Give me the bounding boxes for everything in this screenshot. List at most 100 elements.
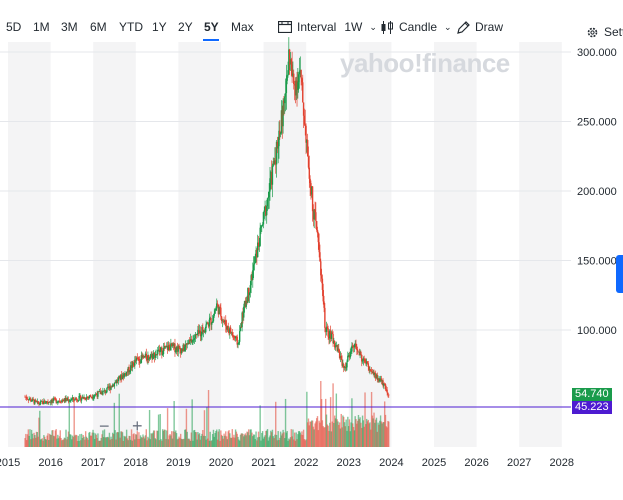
range-5y[interactable]: 5Y bbox=[204, 20, 219, 34]
volume-bar bbox=[51, 430, 53, 447]
volume-bar bbox=[36, 432, 39, 447]
candle-body bbox=[365, 361, 367, 364]
range-max[interactable]: Max bbox=[231, 20, 254, 34]
volume-bar bbox=[182, 439, 184, 447]
candle-body bbox=[151, 354, 153, 359]
candle-body bbox=[198, 329, 200, 334]
volume-bar bbox=[375, 417, 378, 447]
interval-dropdown[interactable]: Interval 1W ⌄ bbox=[278, 20, 377, 34]
candle-body bbox=[66, 399, 69, 401]
candle-body bbox=[344, 366, 347, 369]
candle-body bbox=[367, 363, 369, 368]
candle-body bbox=[161, 354, 164, 355]
candle-body bbox=[169, 346, 171, 351]
volume-bar bbox=[315, 418, 318, 447]
volume-bar bbox=[152, 432, 154, 447]
candle-body bbox=[311, 186, 314, 212]
zoom-in-button[interactable]: + bbox=[132, 416, 143, 436]
volume-bar bbox=[259, 405, 261, 447]
volume-bar bbox=[134, 439, 136, 447]
volume-bar bbox=[61, 440, 63, 447]
volume-bar bbox=[103, 429, 106, 447]
volume-bar bbox=[93, 432, 95, 447]
range-ytd[interactable]: YTD bbox=[119, 20, 143, 34]
candle-body bbox=[34, 399, 36, 404]
volume-bar bbox=[252, 434, 255, 447]
volume-bar bbox=[28, 435, 30, 447]
volume-bar bbox=[284, 438, 286, 447]
volume-bar bbox=[320, 399, 323, 447]
candle-body bbox=[36, 401, 39, 402]
volume-bar bbox=[46, 435, 48, 447]
candle-body bbox=[336, 345, 338, 352]
volume-bar bbox=[218, 429, 220, 447]
range-1y[interactable]: 1Y bbox=[152, 20, 167, 34]
candle-body bbox=[376, 374, 379, 380]
draw-button[interactable]: Draw bbox=[457, 20, 503, 34]
yahoo-finance-watermark: yahoo!finance bbox=[340, 48, 510, 78]
candle-body bbox=[192, 339, 194, 341]
volume-bar bbox=[81, 438, 84, 447]
candle-body bbox=[347, 355, 350, 356]
candle-body bbox=[269, 178, 271, 192]
candle-body bbox=[212, 315, 215, 322]
candle-body bbox=[370, 369, 372, 371]
x-tick-label: 2017 bbox=[81, 457, 105, 469]
zoom-out-button[interactable]: − bbox=[99, 416, 110, 436]
candle-body bbox=[320, 275, 323, 279]
volume-bar bbox=[50, 435, 52, 447]
range-6m[interactable]: 6M bbox=[90, 20, 107, 34]
volume-bar bbox=[220, 434, 223, 447]
candle-body bbox=[130, 365, 133, 368]
volume-bar bbox=[286, 431, 288, 447]
range-2y[interactable]: 2Y bbox=[178, 20, 193, 34]
volume-bar bbox=[102, 430, 104, 447]
candle-body bbox=[164, 345, 166, 349]
candle-body bbox=[107, 386, 109, 388]
range-1m[interactable]: 1M bbox=[33, 20, 50, 34]
volume-bar bbox=[337, 421, 339, 447]
volume-bar bbox=[349, 431, 351, 447]
candle-body bbox=[65, 397, 67, 402]
candlesticks bbox=[24, 37, 390, 407]
candle-body bbox=[324, 307, 326, 328]
interval-icon bbox=[278, 21, 292, 33]
volume-bar bbox=[88, 432, 90, 447]
volume-bar bbox=[247, 429, 250, 447]
chart-type-dropdown[interactable]: Candle ⌄ bbox=[380, 20, 452, 34]
volume-bar bbox=[116, 432, 118, 447]
volume-bar bbox=[216, 429, 218, 447]
candle-body bbox=[198, 330, 201, 334]
volume-bar bbox=[148, 438, 150, 447]
volume-bar bbox=[25, 433, 27, 447]
candle-body bbox=[323, 301, 325, 308]
volume-bar bbox=[80, 440, 82, 447]
volume-bar bbox=[198, 434, 200, 447]
candle-body bbox=[308, 167, 311, 179]
volume-bar bbox=[374, 422, 376, 447]
settings-button[interactable]: Sett bbox=[586, 25, 623, 39]
interval-label: Interval bbox=[297, 20, 337, 34]
volume-bar bbox=[244, 433, 247, 447]
volume-bar bbox=[289, 437, 292, 447]
volume-bar bbox=[237, 436, 239, 447]
volume-bar bbox=[38, 417, 40, 447]
candle-body bbox=[293, 84, 296, 86]
volume-bar bbox=[99, 440, 102, 447]
range-5d[interactable]: 5D bbox=[6, 20, 22, 34]
candle-body bbox=[149, 356, 152, 359]
candle-body bbox=[356, 349, 359, 352]
candle-body bbox=[83, 397, 85, 399]
x-tick-label: 2020 bbox=[209, 457, 233, 469]
range-3m[interactable]: 3M bbox=[61, 20, 78, 34]
candle-body bbox=[78, 395, 80, 401]
candle-body bbox=[315, 221, 318, 230]
candle-body bbox=[93, 395, 96, 397]
side-panel-tab[interactable] bbox=[616, 255, 623, 293]
candle-body bbox=[202, 330, 205, 332]
volume-bar bbox=[89, 435, 92, 447]
volume-bar bbox=[371, 415, 374, 447]
candle-body bbox=[125, 373, 127, 376]
y-tick-label: 100.000 bbox=[577, 325, 617, 337]
